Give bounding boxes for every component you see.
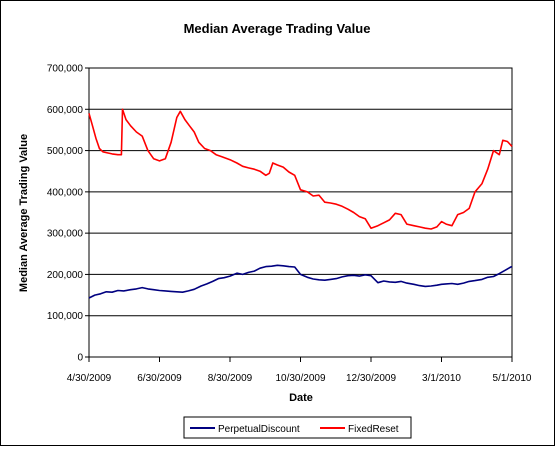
x-tick-label-6: 5/1/2010 [493, 373, 532, 384]
legend-label-fixedreset: FixedReset [348, 424, 399, 435]
y-tick-label-0: 0 [77, 353, 83, 364]
y-tick-label-7: 700,000 [47, 64, 84, 75]
legend: PerpetualDiscount FixedReset [183, 416, 412, 439]
y-tick-label-1: 100,000 [47, 311, 84, 322]
y-tick-label-3: 300,000 [47, 229, 84, 240]
x-axis-ticks: 4/30/2009 6/30/2009 8/30/2009 10/30/2009 12/… [67, 357, 532, 384]
plot-area [88, 67, 513, 358]
legend-box [183, 416, 412, 439]
gridlines [89, 108, 512, 317]
x-tick-label-1: 6/30/2009 [137, 373, 182, 384]
x-tick-label-4: 12/30/2009 [346, 373, 396, 384]
series-line-perpetualdiscount [88, 264, 513, 299]
series-lines [88, 108, 513, 299]
x-tick-label-0: 4/30/2009 [67, 373, 112, 384]
x-tick-label-5: 3/1/2010 [422, 373, 461, 384]
y-tick-label-2: 200,000 [47, 270, 84, 281]
x-axis-label: Date [289, 392, 313, 404]
legend-label-perpetualdiscount: PerpetualDiscount [218, 424, 300, 435]
y-tick-label-5: 500,000 [47, 146, 84, 157]
x-tick-label-2: 8/30/2009 [208, 373, 253, 384]
series-line-fixedreset [88, 108, 513, 230]
chart-title: Median Average Trading Value [184, 21, 371, 36]
y-tick-label-6: 600,000 [47, 105, 84, 116]
y-axis-ticks: 0 100,000 200,000 300,000 400,000 500,000 600,… [47, 64, 89, 364]
x-tick-label-3: 10/30/2009 [275, 373, 325, 384]
y-axis-label: Median Average Trading Value [18, 134, 30, 292]
y-tick-label-4: 400,000 [47, 187, 84, 198]
